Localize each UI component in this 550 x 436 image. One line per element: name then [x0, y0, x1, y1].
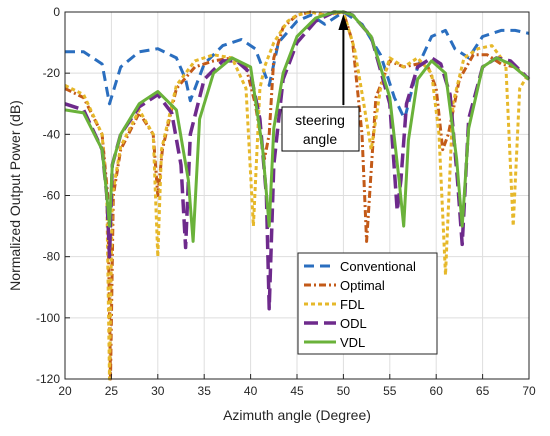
series-lines — [64, 10, 531, 381]
y-tick-label: 0 — [53, 5, 60, 19]
tick-labels: 20 25 30 35 40 45 50 55 60 65 70 0 -20 -40 -60 -80 -100 -… — [36, 5, 536, 398]
legend-label-fdl: FDL — [340, 297, 365, 312]
legend-label-odl: ODL — [340, 316, 367, 331]
legend: Conventional Optimal FDL ODL VDL — [297, 252, 438, 355]
y-tick-label: -40 — [43, 127, 61, 141]
x-tick-label: 20 — [58, 384, 72, 398]
x-tick-label: 70 — [522, 384, 536, 398]
series-line-vdl — [64, 10, 530, 243]
x-tick-label: 65 — [476, 384, 490, 398]
legend-label-conventional: Conventional — [340, 259, 416, 274]
annotation-box — [281, 106, 360, 152]
x-tick-label: 50 — [337, 384, 351, 398]
x-tick-label: 45 — [290, 384, 304, 398]
y-tick-label: -120 — [36, 372, 60, 386]
annotation-arrow-head — [338, 14, 349, 30]
steering-annotation: steering angle — [281, 14, 360, 152]
y-tick-label: -20 — [43, 66, 61, 80]
x-tick-label: 30 — [151, 384, 165, 398]
x-tick-label: 35 — [198, 384, 212, 398]
legend-label-vdl: VDL — [340, 335, 365, 350]
series-line-conventional — [65, 10, 530, 121]
y-tick-label: -80 — [43, 250, 61, 264]
legend-label-optimal: Optimal — [340, 278, 385, 293]
y-tick-label: -60 — [43, 189, 61, 203]
y-axis-label: Normalized Output Power (dB) — [7, 100, 23, 291]
x-tick-label: 40 — [244, 384, 258, 398]
y-tick-label: -100 — [36, 311, 60, 325]
x-tick-label: 60 — [430, 384, 444, 398]
x-tick-label: 55 — [383, 384, 397, 398]
annotation-text-line-2: angle — [303, 131, 337, 147]
x-axis-label: Azimuth angle (Degree) — [223, 407, 371, 423]
annotation-text-line-1: steering — [295, 112, 345, 128]
x-tick-label: 25 — [105, 384, 119, 398]
